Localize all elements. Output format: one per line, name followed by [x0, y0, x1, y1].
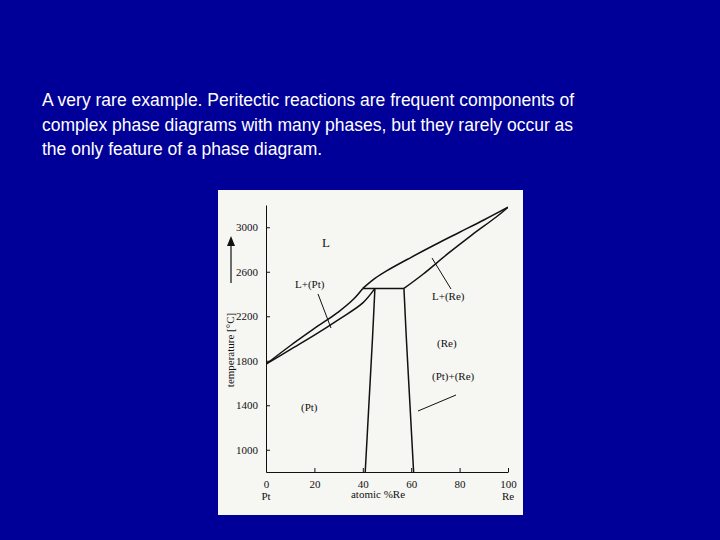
y-tick-label: 1000: [236, 444, 259, 456]
caption-line: A very rare example. Peritectic reaction…: [42, 90, 574, 110]
leader-line: [432, 258, 451, 289]
y-tick-label: 2200: [236, 310, 259, 322]
caption-line: complex phase diagrams with many phases,…: [42, 115, 573, 135]
y-tick-label: 2600: [236, 266, 259, 278]
x-tick: 20: [309, 468, 321, 490]
x-tick-label: 60: [406, 478, 418, 490]
y-tick-mark: [266, 450, 270, 451]
phase-boundary: [363, 207, 508, 288]
y-tick: 1000: [236, 444, 270, 456]
region-label: (Pt): [301, 401, 318, 414]
y-axis-title: temperature [°C]: [224, 313, 236, 387]
y-tick: 2600: [236, 266, 270, 278]
axis-arrow: [230, 240, 231, 283]
phase-boundary: [266, 288, 363, 364]
slide: A very rare example. Peritectic reaction…: [0, 0, 720, 540]
y-tick: 1400: [236, 399, 270, 411]
region-label: L+(Pt): [295, 278, 325, 291]
y-tick-mark: [266, 405, 270, 406]
y-tick: 3000: [236, 221, 270, 233]
x-tick-mark: [508, 468, 509, 472]
x-tick-mark: [363, 468, 364, 472]
x-tick-mark: [460, 468, 461, 472]
x-tick-label: 80: [455, 478, 467, 490]
x-tick-label: 100: [500, 478, 517, 490]
plot-area: [266, 207, 508, 472]
leader-line: [418, 395, 456, 411]
phase-boundary: [365, 288, 375, 472]
figure-panel: [218, 190, 523, 515]
x-tick: 80: [455, 468, 467, 490]
caption: A very rare example. Peritectic reaction…: [42, 90, 574, 159]
x-tick-mark: [314, 468, 315, 472]
x-tick: 60: [406, 468, 418, 490]
y-axis: 1000 1400 1800 2200 2600 3000: [236, 206, 270, 473]
y-tick-label: 3000: [236, 221, 259, 233]
x-axis: 0 20 40 60 80 100: [264, 468, 518, 490]
x-tick-mark: [411, 468, 412, 472]
x-axis-title: atomic %Re: [351, 488, 405, 500]
region-label: Re: [502, 490, 514, 502]
y-tick-mark: [266, 227, 270, 228]
phase-boundary: [404, 207, 508, 288]
axis-arrowhead: [227, 236, 235, 246]
leader-line: [318, 294, 331, 328]
phase-boundary: [404, 288, 414, 472]
y-tick-label: 1400: [236, 399, 259, 411]
region-label: Pt: [261, 490, 270, 502]
x-tick: 40: [358, 468, 370, 490]
region-label: (Pt)+(Re): [432, 370, 475, 383]
y-tick-mark: [266, 272, 270, 273]
phase-boundary: [266, 288, 375, 364]
region-label: L: [322, 235, 330, 250]
caption-line: the only feature of a phase diagram.: [42, 139, 322, 159]
y-tick-mark: [266, 316, 270, 317]
x-tick-label: 0: [264, 478, 270, 490]
slide-background: [0, 0, 720, 540]
y-tick: 2200: [236, 310, 270, 322]
region-label: (Re): [437, 337, 457, 350]
x-tick: 100: [500, 468, 517, 490]
region-label: L+(Re): [432, 290, 465, 303]
phase-boundary: [363, 288, 404, 290]
y-tick: 1800: [236, 355, 270, 367]
y-tick-label: 1800: [236, 355, 259, 367]
x-tick-label: 20: [309, 478, 321, 490]
y-axis-line: [266, 206, 267, 473]
x-axis-line: [267, 472, 509, 473]
